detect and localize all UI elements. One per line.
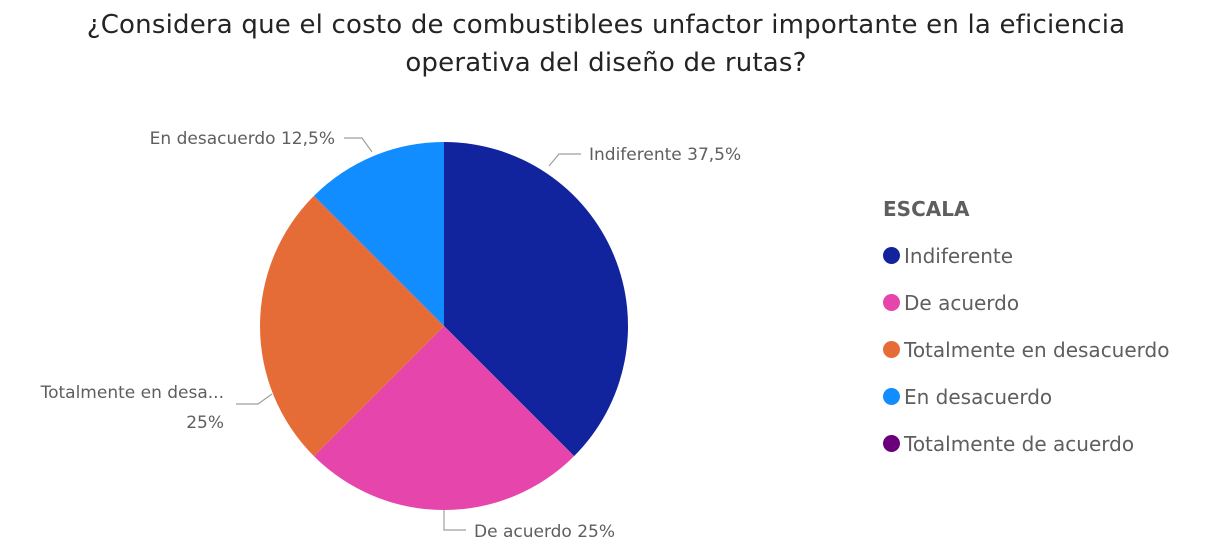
pie-slices [259,142,629,511]
pie-slice-en-desacuerdo[interactable] [313,142,444,326]
legend-dot-icon [883,388,900,405]
pie-slice-totalmente-en-desacuerdo[interactable] [259,195,444,457]
legend-dot-icon [883,341,900,358]
chart-title: ¿Considera que el costo de combustiblees… [0,6,1212,82]
data-label-totalmente-en-desacuerdo-line-1: Totalmente en desa... [40,383,224,403]
legend: ESCALA Indiferente De acuerdo Totalmente e… [883,192,1169,467]
legend-item-totalmente-de-acuerdo[interactable]: Totalmente de acuerdo [883,420,1169,467]
pie-slice-de-acuerdo[interactable] [313,326,575,511]
legend-label: De acuerdo [904,290,1020,315]
data-label-totalmente-en-desacuerdo-line-2: 25% [186,413,224,433]
legend-dot-icon [883,294,900,311]
legend-item-en-desacuerdo[interactable]: En desacuerdo [883,373,1169,420]
leader-line-indiferente [548,153,581,167]
pie-slice-indiferente[interactable] [444,142,629,457]
chart-title-line-1: ¿Considera que el costo de combustiblees… [86,10,1126,40]
leader-line-totalmente-en-desacuerdo [236,393,273,405]
leader-line-en-desacuerdo [344,137,373,153]
leader-line-de-acuerdo [443,510,466,531]
data-label-de-acuerdo: De acuerdo 25% [474,522,615,542]
legend-item-de-acuerdo[interactable]: De acuerdo [883,279,1169,326]
legend-title: ESCALA [883,197,970,221]
legend-items: Indiferente De acuerdo Totalmente en desac… [883,232,1169,467]
legend-label: Totalmente de acuerdo [904,431,1135,456]
legend-label: Totalmente en desacuerdo [904,337,1170,362]
chart-title-line-2: operativa del diseño de rutas? [405,48,807,78]
data-label-indiferente: Indiferente 37,5% [589,145,741,165]
legend-item-totalmente-en-desacuerdo[interactable]: Totalmente en desacuerdo [883,326,1169,373]
legend-label: En desacuerdo [904,384,1053,409]
legend-dot-icon [883,247,900,264]
legend-item-indiferente[interactable]: Indiferente [883,232,1169,279]
legend-label: Indiferente [904,243,1014,268]
legend-dot-icon [883,435,900,452]
data-label-en-desacuerdo: En desacuerdo 12,5% [150,129,335,149]
